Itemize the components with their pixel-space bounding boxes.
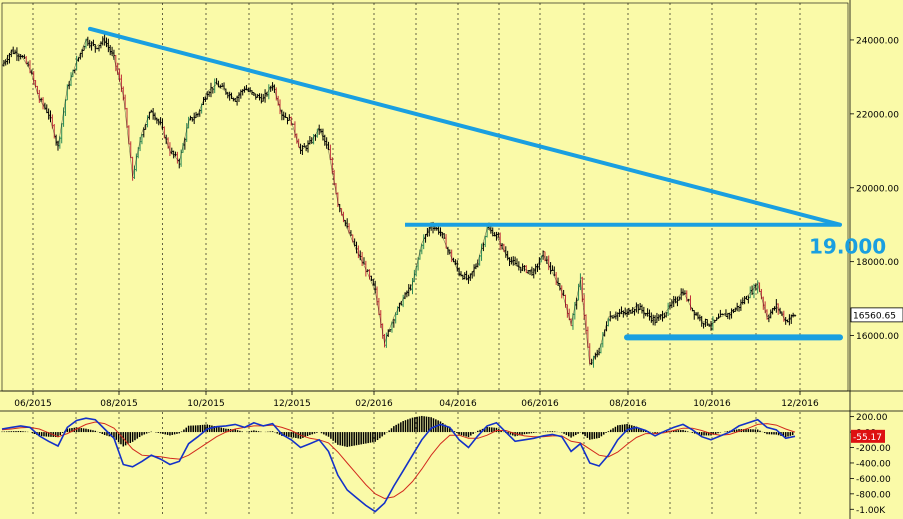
x-tick-label: 04/2016 bbox=[439, 399, 477, 409]
ind-y-tick-label: -1.00K bbox=[856, 506, 886, 516]
x-tick-label: 06/2016 bbox=[521, 399, 559, 409]
last-price-label: 16560.65 bbox=[853, 311, 896, 321]
x-tick-label: 10/2016 bbox=[693, 399, 731, 409]
x-tick-label: 02/2016 bbox=[355, 399, 393, 409]
y-tick-label: 22000.00 bbox=[856, 110, 899, 120]
annotation-19000-label: 19.000 bbox=[809, 235, 886, 259]
x-tick-label: 08/2015 bbox=[100, 399, 137, 409]
ind-y-tick-label: -600.00 bbox=[856, 475, 891, 485]
last-price-box bbox=[850, 307, 903, 323]
ind-y-tick-label: -200.00 bbox=[856, 444, 891, 454]
price-plot-frame bbox=[1, 2, 849, 392]
x-tick-label: 12/2016 bbox=[781, 399, 819, 409]
x-tick-label: 06/2015 bbox=[14, 399, 51, 409]
ind-y-tick-label: -400.00 bbox=[856, 459, 891, 469]
y-tick-label: 16000.00 bbox=[856, 332, 899, 342]
price-close-line bbox=[1, 39, 796, 366]
macd-line bbox=[1, 417, 796, 513]
y-tick-label: 20000.00 bbox=[856, 184, 899, 194]
ind-y-tick-label: -800.00 bbox=[856, 490, 891, 500]
indicator-last-value-box bbox=[851, 429, 885, 443]
downtrend-line bbox=[88, 26, 842, 227]
ind-y-tick-label: 200.00 bbox=[856, 413, 888, 423]
y-tick-label: 18000.00 bbox=[856, 258, 899, 268]
x-tick-label: 10/2015 bbox=[187, 399, 224, 409]
y-tick-label: 24000.00 bbox=[856, 36, 899, 46]
x-tick-label: 08/2016 bbox=[609, 399, 647, 409]
indicator-last-value-label: -55.17 bbox=[853, 433, 882, 443]
x-tick-label: 12/2015 bbox=[273, 399, 310, 409]
